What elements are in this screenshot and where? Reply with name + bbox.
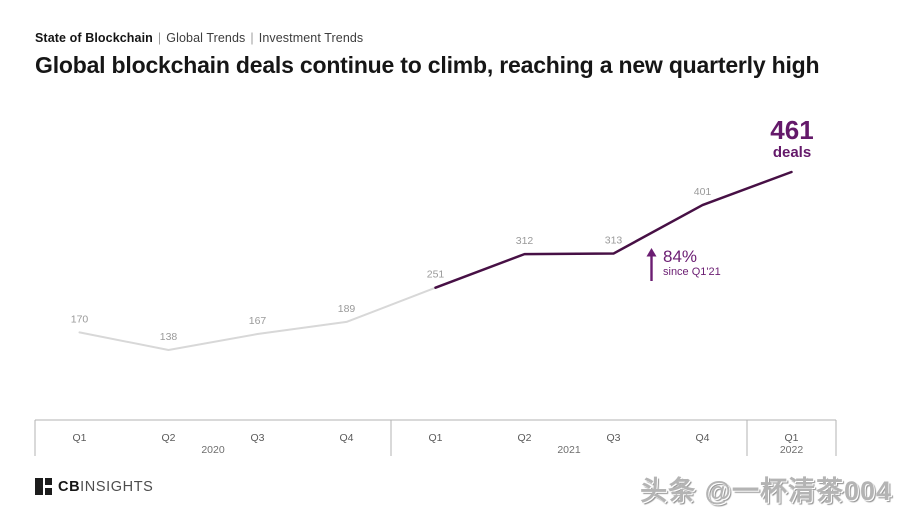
cbinsights-logo-text: CBINSIGHTS — [58, 479, 153, 495]
breadcrumb: State of Blockchain | Global Trends | Invest… — [35, 31, 363, 45]
growth-note: since Q1'21 — [663, 266, 721, 278]
quarter-tick-label: Q1 — [72, 432, 86, 444]
data-label: 167 — [249, 315, 267, 327]
growth-value: 84% — [663, 247, 698, 266]
page-title: Global blockchain deals continue to clim… — [35, 52, 820, 78]
quarter-tick-label: Q2 — [517, 432, 531, 444]
data-label: 170 — [71, 313, 89, 325]
quarter-tick-label: Q3 — [606, 432, 620, 444]
breadcrumb-item-global-trends: Global Trends — [166, 31, 246, 45]
data-label: 313 — [605, 235, 623, 247]
quarter-tick-label: Q1 — [784, 432, 798, 444]
line-segment-accent — [434, 170, 793, 289]
cbinsights-logo: CBINSIGHTS — [35, 478, 153, 495]
data-label: 189 — [338, 303, 356, 315]
latest-quarter-unit: deals — [772, 144, 812, 161]
latest-quarter-value: 461 — [770, 115, 814, 145]
data-label: 312 — [516, 235, 534, 247]
watermark-text: 头条 @一杯清茶004 — [640, 476, 892, 506]
breadcrumb-item-investment-trends: Investment Trends — [258, 31, 364, 45]
year-tick-label: 2020 — [201, 444, 225, 456]
breadcrumb-separator: | — [157, 31, 162, 45]
quarter-tick-label: Q3 — [250, 432, 264, 444]
breadcrumb-report-title: State of Blockchain — [35, 31, 153, 45]
up-arrow-icon — [646, 248, 657, 281]
quarter-tick-label: Q2 — [161, 432, 175, 444]
data-label: 401 — [694, 186, 712, 198]
quarter-tick-label: Q4 — [695, 432, 709, 444]
data-label: 138 — [160, 331, 178, 343]
quarter-tick-label: Q4 — [339, 432, 353, 444]
line-segment-muted — [78, 286, 437, 351]
year-tick-label: 2021 — [557, 444, 581, 456]
logo-text-cb: CB — [58, 478, 81, 495]
cbinsights-logo-icon — [35, 478, 52, 495]
year-tick-label: 2022 — [780, 444, 804, 456]
logo-text-insights: INSIGHTS — [80, 478, 154, 495]
growth-annotation: 84% since Q1'21 — [645, 247, 721, 283]
latest-quarter-callout: 461 deals — [751, 116, 833, 161]
quarter-tick-label: Q1 — [428, 432, 442, 444]
breadcrumb-separator: | — [250, 31, 254, 45]
data-label: 251 — [427, 269, 445, 281]
